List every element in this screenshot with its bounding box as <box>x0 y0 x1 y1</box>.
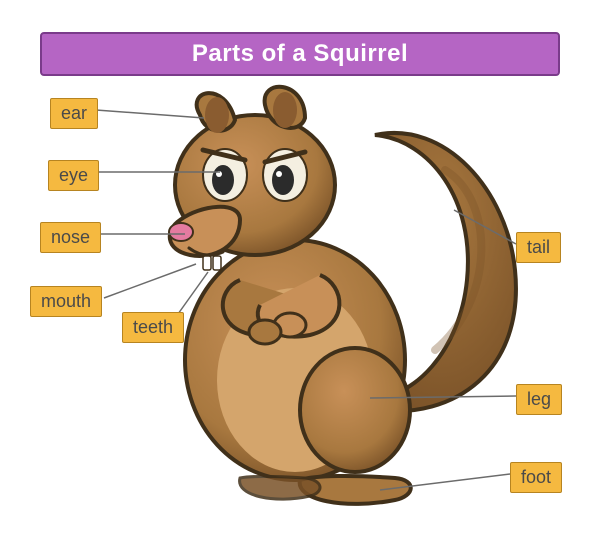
label-tail: tail <box>516 232 561 263</box>
label-nose: nose <box>40 222 101 253</box>
label-ear: ear <box>50 98 98 129</box>
diagram-title: Parts of a Squirrel <box>40 32 560 76</box>
label-leg: leg <box>516 384 562 415</box>
label-eye: eye <box>48 160 99 191</box>
squirrel-illustration <box>145 80 535 520</box>
label-foot: foot <box>510 462 562 493</box>
label-teeth: teeth <box>122 312 184 343</box>
label-mouth: mouth <box>30 286 102 317</box>
